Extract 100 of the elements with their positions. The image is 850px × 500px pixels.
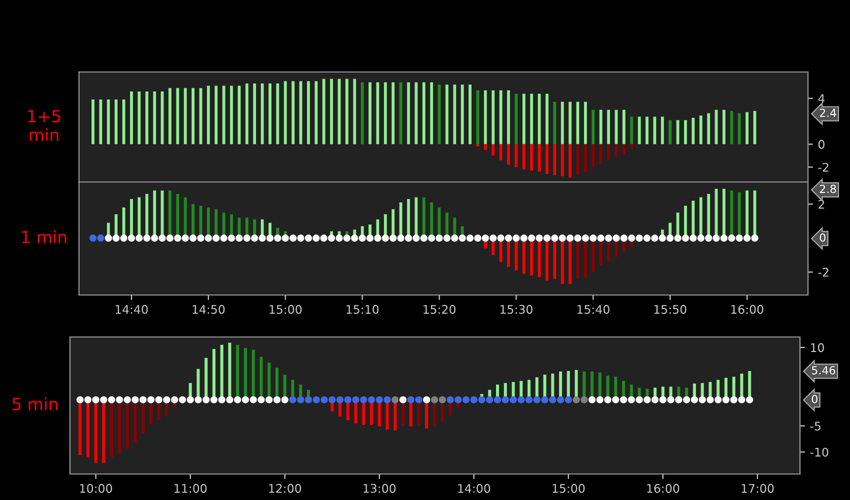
bar [599, 110, 602, 144]
text: 1 min [22, 230, 66, 244]
bar [668, 120, 672, 144]
bar [138, 91, 141, 144]
bar [292, 81, 295, 144]
x-tick-label: 15:10 [346, 304, 379, 314]
bar [168, 88, 172, 144]
bar [422, 82, 426, 144]
x-tick-label: 10:00 [80, 484, 112, 493]
x-tick-label: 14:40 [116, 304, 148, 314]
bar [546, 94, 548, 144]
bar [507, 90, 510, 144]
bar [592, 110, 595, 144]
bar [607, 144, 610, 160]
bar [622, 110, 626, 144]
bar [206, 86, 210, 144]
bar [276, 83, 280, 144]
bar [345, 78, 348, 144]
bar [538, 144, 541, 172]
bar [268, 83, 272, 144]
bar [222, 86, 226, 144]
bar [407, 82, 410, 144]
bar [584, 102, 587, 144]
bar [522, 144, 526, 170]
y-tick-label: -2 [818, 162, 828, 172]
bar [630, 144, 634, 149]
bar [92, 100, 94, 144]
bar [568, 144, 572, 178]
bar [707, 113, 710, 144]
y-tick-label: -5 [810, 422, 820, 431]
text: 5.46 [812, 366, 836, 374]
bar [646, 116, 648, 144]
x-tick-label: 15:20 [424, 304, 456, 314]
bar [684, 120, 687, 144]
bar [114, 100, 118, 144]
bar [284, 81, 287, 144]
x-tick-label: 15:30 [500, 304, 532, 314]
bar [584, 144, 587, 172]
bar [730, 110, 734, 144]
bar [360, 82, 364, 144]
text: 2.4 [820, 108, 836, 117]
bar [560, 102, 564, 144]
bar [460, 84, 464, 144]
bar [560, 144, 564, 176]
bar [238, 86, 241, 144]
x-tick-label: 17:00 [742, 484, 774, 493]
bar [492, 90, 495, 144]
bar [446, 84, 448, 144]
bar [699, 116, 702, 144]
bar [130, 91, 133, 144]
y-tick-label: -2 [818, 268, 828, 277]
bar [607, 110, 610, 144]
bar [622, 144, 626, 154]
bar [176, 88, 180, 144]
bar [314, 81, 318, 144]
bar [499, 144, 502, 160]
x-tick-label: 15:00 [270, 304, 302, 314]
bar [245, 83, 248, 144]
bar [630, 116, 634, 144]
bar [530, 94, 534, 144]
bar [492, 144, 495, 156]
x-tick-label: 15:50 [654, 304, 686, 314]
bar [692, 118, 695, 144]
bar [392, 82, 395, 144]
bar [184, 88, 187, 144]
x-tick-label: 16:00 [647, 484, 680, 493]
bar [145, 91, 148, 144]
bar [99, 100, 102, 144]
bar [368, 82, 372, 144]
bar [592, 144, 595, 168]
bar [384, 82, 387, 144]
x-tick-label: 14:50 [192, 304, 225, 314]
bar [468, 84, 472, 144]
bar [738, 113, 741, 144]
bar [253, 83, 256, 144]
x-tick-label: 14:00 [458, 484, 490, 493]
bar [399, 82, 402, 144]
bar [307, 81, 310, 144]
bar [568, 102, 572, 144]
y-tick-label: 4 [818, 94, 825, 103]
bar [538, 94, 541, 144]
y-tick-label: 2 [818, 200, 824, 209]
bar [330, 78, 333, 144]
bar [746, 112, 749, 144]
bar [676, 120, 680, 144]
text: 2.8 [820, 184, 836, 194]
x-tick-label: 11:00 [174, 484, 207, 493]
bar [484, 90, 487, 144]
text: 1+5 min [28, 110, 60, 141]
bar [153, 91, 156, 144]
bar [430, 82, 434, 144]
bar [553, 144, 556, 176]
bar [106, 100, 110, 144]
x-tick-label: 15:40 [577, 304, 610, 314]
x-tick-label: 13:00 [364, 484, 396, 493]
bar [192, 88, 194, 144]
bar [530, 144, 534, 171]
bar [453, 84, 456, 144]
x-tick-label: 12:00 [269, 484, 302, 493]
y-tick-label: -10 [810, 448, 828, 457]
